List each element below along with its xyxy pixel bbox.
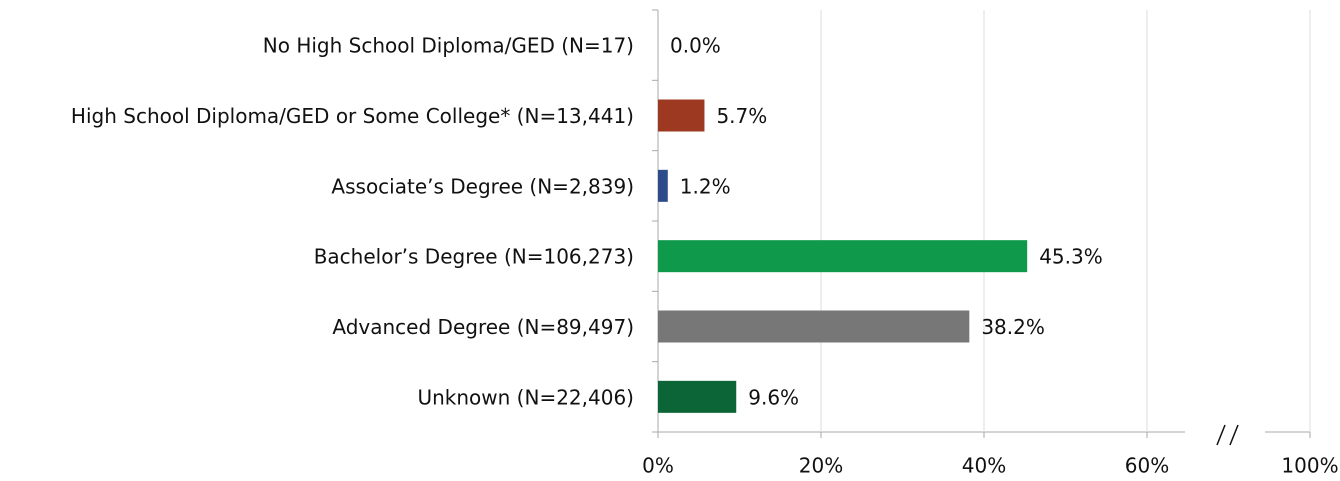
axis-break xyxy=(1216,424,1226,446)
y-tick-label: No High School Diploma/GED (N=17) xyxy=(263,34,634,58)
x-tick-label: 60% xyxy=(1125,454,1169,478)
value-label: 5.7% xyxy=(716,104,767,128)
x-tick-label: 20% xyxy=(799,454,843,478)
value-label: 38.2% xyxy=(981,315,1045,339)
y-tick-label: Bachelor’s Degree (N=106,273) xyxy=(314,245,634,269)
value-label: 45.3% xyxy=(1039,245,1103,269)
bar xyxy=(658,310,970,343)
x-tick-label: 40% xyxy=(962,454,1006,478)
axis-break xyxy=(1229,424,1239,446)
bar xyxy=(658,169,668,202)
bar xyxy=(658,99,705,132)
x-tick-label: 100% xyxy=(1281,454,1338,478)
y-tick-label: Associate’s Degree (N=2,839) xyxy=(331,174,634,198)
y-tick-label: Unknown (N=22,406) xyxy=(417,385,634,409)
x-tick-label: 0% xyxy=(642,454,674,478)
bar xyxy=(658,240,1028,273)
bar xyxy=(658,380,737,413)
value-label: 9.6% xyxy=(748,385,799,409)
value-label: 1.2% xyxy=(680,174,731,198)
y-tick-label: High School Diploma/GED or Some College*… xyxy=(71,104,634,128)
y-tick-label: Advanced Degree (N=89,497) xyxy=(332,315,634,339)
value-label: 0.0% xyxy=(670,34,721,58)
